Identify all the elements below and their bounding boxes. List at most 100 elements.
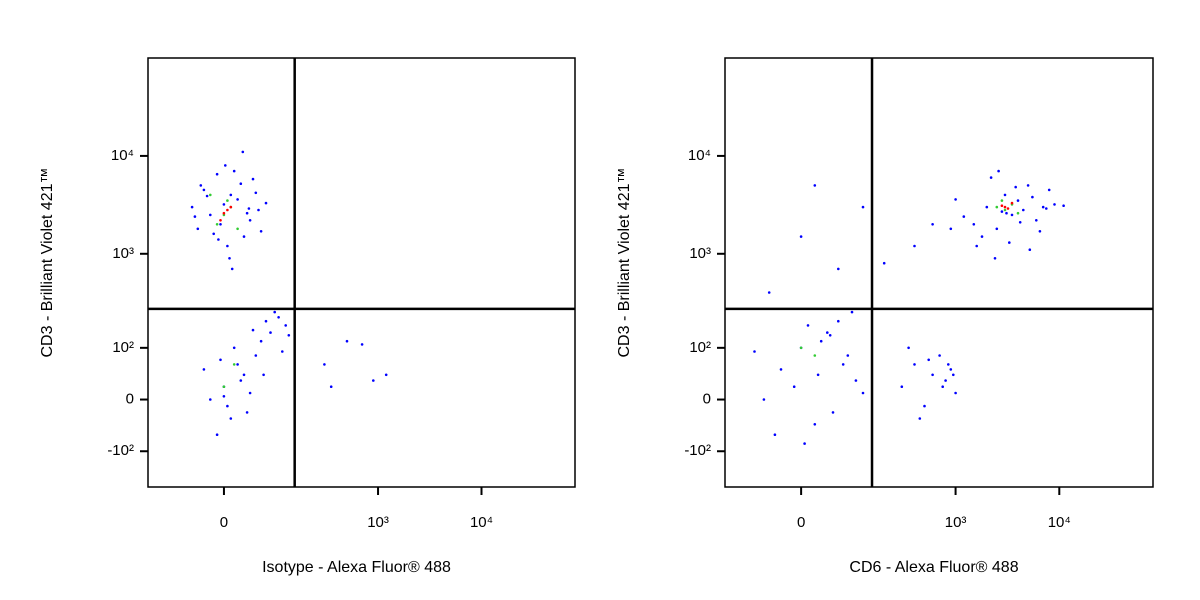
y-tick-label: 10⁴ <box>688 147 711 164</box>
data-point <box>193 215 197 218</box>
data-point <box>217 238 220 241</box>
x-axis-title: CD6 - Alexa Fluor® 488 <box>849 559 1018 576</box>
data-point <box>251 177 255 181</box>
data-point <box>861 391 865 395</box>
data-point <box>799 346 803 350</box>
data-point <box>222 385 226 389</box>
data-point <box>254 191 258 195</box>
data-point <box>232 363 236 366</box>
data-point <box>257 208 260 212</box>
data-point <box>222 211 226 215</box>
y-axis-title: CD3 - Brilliant Violet 421™ <box>616 167 633 357</box>
x-tick-label: 10³ <box>367 514 389 531</box>
data-point <box>264 319 268 323</box>
data-point <box>813 184 817 187</box>
data-point <box>837 319 840 323</box>
data-point <box>224 164 227 167</box>
data-point <box>345 339 349 343</box>
data-point <box>202 188 206 192</box>
data-point <box>251 328 255 332</box>
data-point <box>205 194 209 198</box>
data-point <box>229 205 233 209</box>
x-tick-label: 10⁴ <box>470 514 493 531</box>
y-tick-label: 10⁴ <box>111 147 134 164</box>
data-point <box>264 201 268 205</box>
data-point <box>762 398 766 401</box>
data-point <box>773 433 777 437</box>
data-point <box>269 331 272 334</box>
data-point <box>828 334 832 337</box>
data-point <box>792 385 796 389</box>
data-point <box>202 368 206 371</box>
y-tick-label: 10³ <box>689 245 711 262</box>
data-point <box>239 182 243 185</box>
data-point <box>247 207 251 210</box>
data-point <box>232 169 236 173</box>
data-point <box>941 385 944 389</box>
data-point <box>989 176 993 179</box>
data-point <box>236 363 239 366</box>
data-point <box>1008 241 1011 244</box>
data-point <box>927 358 930 362</box>
data-point <box>1014 185 1017 189</box>
data-point <box>215 223 219 226</box>
data-point <box>245 211 249 215</box>
data-point <box>1003 208 1007 212</box>
data-point <box>215 433 219 437</box>
data-point <box>1003 205 1007 209</box>
data-point <box>229 193 233 197</box>
data-point <box>372 379 375 382</box>
data-point <box>230 267 234 271</box>
data-point <box>803 442 806 445</box>
data-point <box>995 227 999 231</box>
data-point <box>236 198 239 201</box>
data-point <box>947 363 950 366</box>
data-point <box>1028 248 1032 251</box>
data-point <box>1045 207 1048 210</box>
data-point <box>1016 211 1020 215</box>
data-point <box>259 230 263 233</box>
data-point <box>219 219 222 222</box>
data-point <box>254 354 258 357</box>
data-point <box>1053 203 1056 206</box>
data-point <box>273 310 277 314</box>
data-point <box>226 404 229 408</box>
data-point <box>806 324 810 327</box>
data-point <box>944 379 947 382</box>
y-tick-label: -10² <box>107 442 134 459</box>
data-point <box>1031 195 1034 199</box>
data-point <box>779 368 783 371</box>
data-point <box>1047 188 1051 192</box>
data-point <box>1022 208 1025 212</box>
data-point <box>284 324 288 327</box>
data-point <box>384 373 388 377</box>
data-point <box>841 363 845 366</box>
data-point <box>938 354 941 357</box>
data-point <box>229 417 233 420</box>
data-point <box>222 395 226 398</box>
data-point <box>190 205 194 209</box>
data-point <box>931 223 934 226</box>
data-point <box>242 235 246 238</box>
data-point <box>949 227 953 231</box>
data-point <box>913 244 916 248</box>
data-point <box>995 205 999 209</box>
data-point <box>962 215 966 218</box>
data-point <box>826 331 829 334</box>
data-point <box>1038 230 1042 233</box>
data-point <box>329 385 333 389</box>
x-axis-title: Isotype - Alexa Fluor® 488 <box>262 559 451 576</box>
data-point <box>277 316 280 319</box>
data-point <box>850 310 854 314</box>
data-point <box>813 423 817 426</box>
y-tick-label: -10² <box>684 442 711 459</box>
data-point <box>985 205 989 209</box>
data-point <box>245 411 249 414</box>
data-point <box>248 391 252 395</box>
data-point <box>854 379 858 382</box>
data-point <box>1000 204 1004 207</box>
x-tick-label: 10³ <box>945 514 967 531</box>
y-tick-label: 0 <box>126 391 134 408</box>
data-point <box>799 235 803 238</box>
